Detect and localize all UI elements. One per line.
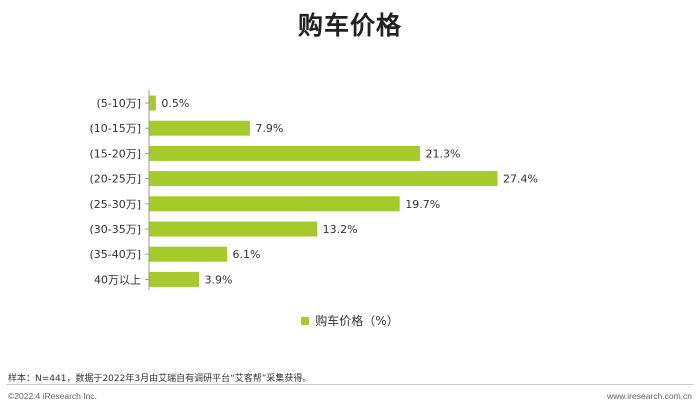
value-label: 6.1% (232, 248, 260, 261)
chart-title: 购车价格 (297, 11, 402, 40)
value-label: 21.3% (426, 147, 461, 160)
bar (149, 120, 250, 136)
category-label: (5-10万] (96, 97, 141, 110)
category-label: (35-40万] (89, 248, 141, 261)
bar (149, 221, 318, 237)
category-label: (30-35万] (89, 223, 141, 236)
bar (149, 246, 227, 262)
bar-chart: (5-10万] 0.5% (10-15万] 7.9% (15-20万] 21.3% (20-… (89, 90, 538, 290)
category-label: (20-25万] (89, 173, 141, 186)
footer-divider (6, 384, 694, 385)
value-label: 13.2% (323, 223, 358, 236)
value-label: 0.5% (161, 97, 189, 110)
category-label: (25-30万] (89, 198, 141, 211)
value-label: 7.9% (255, 122, 283, 135)
legend: 购车价格（%） (0, 312, 700, 329)
legend-label: 购车价格（%） (315, 314, 399, 328)
bar (149, 145, 421, 161)
bar (149, 196, 400, 212)
bar (149, 171, 498, 187)
category-label: 40万以上 (94, 273, 141, 286)
category-label: (15-20万] (89, 147, 141, 160)
bar (149, 95, 156, 111)
copyright-text: ©2022.4 iResearch Inc. (8, 391, 97, 401)
value-label: 3.9% (205, 273, 233, 286)
website-url: www.iresearch.com.cn (606, 391, 692, 401)
legend-swatch (301, 316, 310, 325)
sample-note: 样本：N=441，数据于2022年3月由艾瑞自有调研平台“艾客帮”采集获得。 (8, 374, 312, 384)
value-label: 19.7% (405, 198, 440, 211)
category-label: (10-15万] (89, 122, 141, 135)
bar-group: (5-10万] 0.5% (10-15万] 7.9% (15-20万] 21.3% (20-… (89, 90, 538, 290)
bar (149, 271, 200, 287)
value-label: 27.4% (503, 173, 538, 186)
